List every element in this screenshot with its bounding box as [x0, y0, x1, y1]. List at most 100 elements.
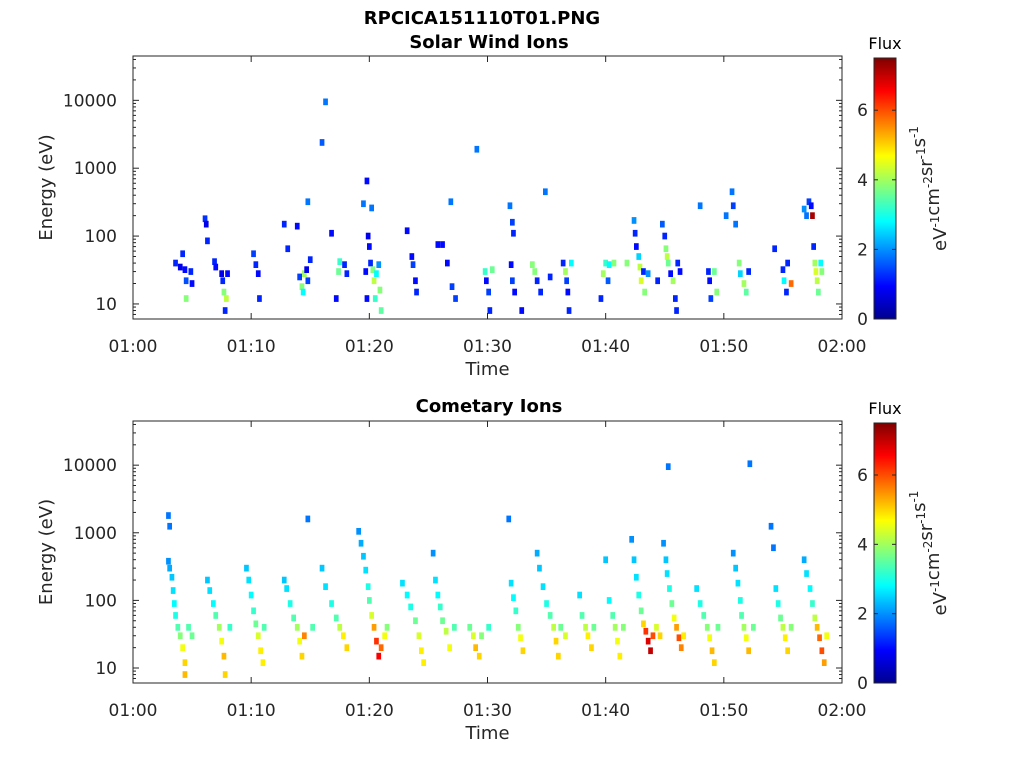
- heatmap-cell: [188, 268, 194, 275]
- heatmap-cell: [775, 600, 781, 607]
- heatmap-cell: [681, 632, 686, 640]
- heatmap-cell: [543, 188, 548, 196]
- heatmap-cell: [664, 570, 670, 577]
- heatmap-cell: [479, 632, 484, 640]
- y-tick-label: 10: [95, 659, 117, 679]
- heatmap-cell: [486, 288, 491, 296]
- heatmap-cell: [819, 268, 825, 275]
- heatmap-cell: [560, 259, 566, 267]
- heatmap-cell: [515, 624, 521, 631]
- heatmap-cell: [225, 270, 230, 277]
- heatmap-cell: [447, 644, 452, 651]
- heatmap-cell: [723, 212, 729, 219]
- heatmap-cell: [297, 273, 302, 281]
- heatmap-cell: [251, 250, 256, 258]
- y-tick-label: 1000: [74, 524, 117, 544]
- heatmap-cell: [476, 652, 482, 660]
- heatmap-cell: [563, 632, 568, 640]
- heatmap-cells: [173, 98, 825, 314]
- heatmap-cell: [648, 647, 653, 655]
- heatmap-cell: [189, 632, 195, 640]
- heatmap-cell: [569, 259, 574, 267]
- heatmap-cell: [367, 597, 372, 604]
- panel-1-title: Solar Wind Ions: [409, 32, 568, 53]
- heatmap-cell: [812, 259, 818, 267]
- heatmap-cell: [743, 288, 749, 296]
- heatmap-cell: [300, 288, 306, 296]
- heatmap-cell: [785, 647, 790, 655]
- heatmap-cell: [606, 597, 612, 604]
- heatmap-cell: [336, 268, 341, 275]
- heatmap-cell: [365, 232, 371, 240]
- heatmap-cell: [519, 307, 525, 314]
- heatmap-cell: [166, 557, 171, 565]
- heatmap-cell: [287, 600, 293, 607]
- heatmap-cell: [544, 600, 549, 607]
- heatmap-cell: [655, 277, 660, 285]
- heatmap-cell: [788, 280, 794, 287]
- heatmap-cell: [772, 245, 777, 253]
- heatmap-cell: [170, 587, 176, 594]
- heatmap-cell: [510, 277, 515, 285]
- heatmap-cell: [641, 620, 646, 628]
- heatmap-cell: [374, 270, 379, 277]
- heatmap-cell: [631, 217, 637, 224]
- heatmap-cell: [211, 600, 216, 607]
- heatmap-cell: [433, 576, 438, 584]
- heatmap-cell: [416, 632, 422, 640]
- heatmap-cell: [641, 268, 646, 275]
- heatmap-cell: [668, 270, 673, 277]
- heatmap-cell: [246, 576, 252, 584]
- heatmap-cell: [323, 98, 328, 106]
- heatmap-cell: [304, 266, 309, 273]
- heatmap-cell: [812, 614, 818, 622]
- heatmap-cell: [487, 307, 493, 314]
- heatmap-cell: [224, 295, 229, 302]
- heatmap-cell: [662, 232, 668, 240]
- x-tick-label: 02:00: [818, 701, 867, 721]
- heatmap-cell: [638, 277, 644, 285]
- heatmap-cell: [344, 270, 350, 277]
- heatmap-cell: [709, 647, 715, 655]
- heatmap-cell: [251, 607, 256, 615]
- heatmap-cell: [771, 544, 776, 552]
- y-tick-label: 100: [85, 227, 117, 247]
- heatmap-cell: [319, 139, 325, 146]
- heatmap-cell: [556, 652, 561, 660]
- heatmap-cell: [221, 652, 227, 660]
- heatmap-cell: [361, 200, 366, 208]
- heatmap-cell: [669, 600, 675, 607]
- heatmap-cell: [589, 644, 594, 651]
- heatmap-cell: [714, 288, 720, 296]
- heatmap-cell: [376, 261, 382, 268]
- heatmap-cell: [382, 632, 387, 640]
- heatmap-cell: [634, 573, 639, 581]
- x-tick-label: 01:40: [581, 701, 630, 721]
- heatmap-cell: [258, 647, 263, 655]
- heatmap-cell: [678, 644, 684, 651]
- heatmap-cell: [307, 256, 313, 263]
- heatmap-cell: [661, 539, 666, 547]
- heatmap-cell: [530, 261, 535, 268]
- heatmap-cell: [222, 671, 228, 678]
- heatmap-cell: [814, 277, 820, 285]
- heatmap-cell: [255, 632, 261, 640]
- heatmap-cell: [730, 549, 736, 557]
- heatmap-cell: [818, 259, 824, 267]
- x-tick-label: 01:30: [463, 337, 512, 357]
- heatmap-cell: [507, 202, 513, 210]
- heatmap-cell: [735, 579, 741, 587]
- heatmap-cell: [337, 624, 343, 631]
- x-axis-label: Time: [464, 723, 509, 744]
- heatmap-cell: [816, 288, 821, 296]
- heatmap-cell: [364, 295, 370, 302]
- heatmap-cell: [216, 624, 222, 631]
- x-tick-label: 01:20: [345, 337, 394, 357]
- heatmap-cell: [676, 634, 682, 642]
- heatmap-cell: [743, 634, 749, 642]
- heatmap-cell: [670, 277, 676, 285]
- heatmap-cell: [377, 286, 383, 294]
- heatmap-cell: [788, 624, 794, 631]
- heatmap-cell: [643, 627, 649, 635]
- heatmap-cell: [508, 579, 514, 587]
